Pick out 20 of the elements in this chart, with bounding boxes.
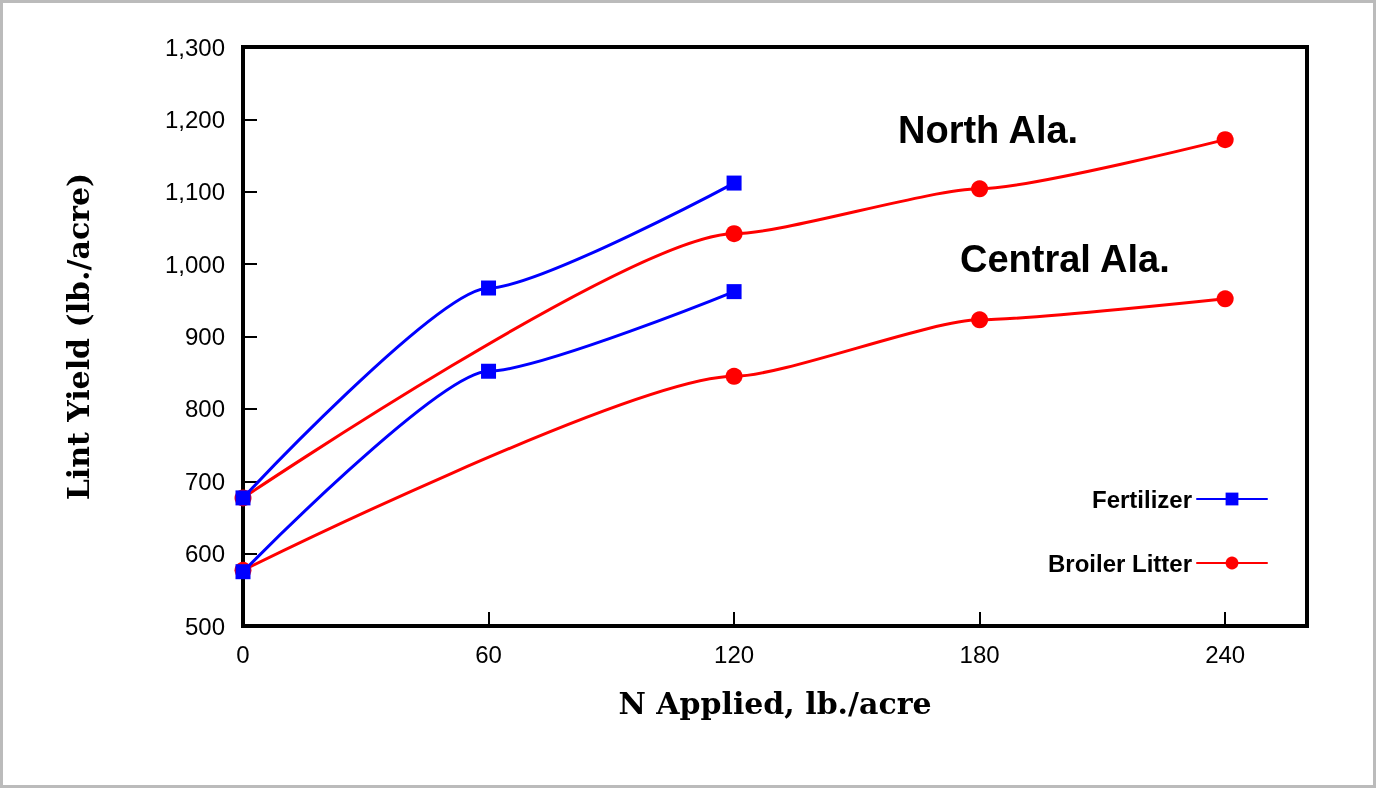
- x-axis-title: N Applied, lb./acre: [618, 685, 932, 721]
- x-tick-label: 180: [959, 640, 1000, 668]
- y-tick-label: 700: [184, 467, 225, 495]
- legend-label: Broiler Litter: [1047, 549, 1192, 577]
- y-tick-label: 1,300: [164, 33, 225, 61]
- y-tick-label: 600: [184, 540, 225, 568]
- x-tick-label: 120: [714, 640, 755, 668]
- x-tick-label: 240: [1205, 640, 1246, 668]
- y-axis-title: Lint Yield (lb./acre): [60, 172, 96, 501]
- x-tick-label: 60: [475, 640, 502, 668]
- y-tick-label: 1,200: [164, 105, 225, 133]
- x-tick-label: 0: [236, 640, 250, 668]
- y-tick-label: 1,100: [164, 178, 225, 206]
- y-tick-label: 800: [184, 395, 225, 423]
- y-tick-label: 900: [184, 323, 225, 350]
- annotation: Central Ala.: [960, 238, 1170, 280]
- legend-label: Fertilizer: [1091, 485, 1192, 513]
- y-tick-label: 1,000: [164, 250, 225, 278]
- annotation: North Ala.: [898, 109, 1079, 151]
- y-tick-label: 500: [184, 612, 225, 640]
